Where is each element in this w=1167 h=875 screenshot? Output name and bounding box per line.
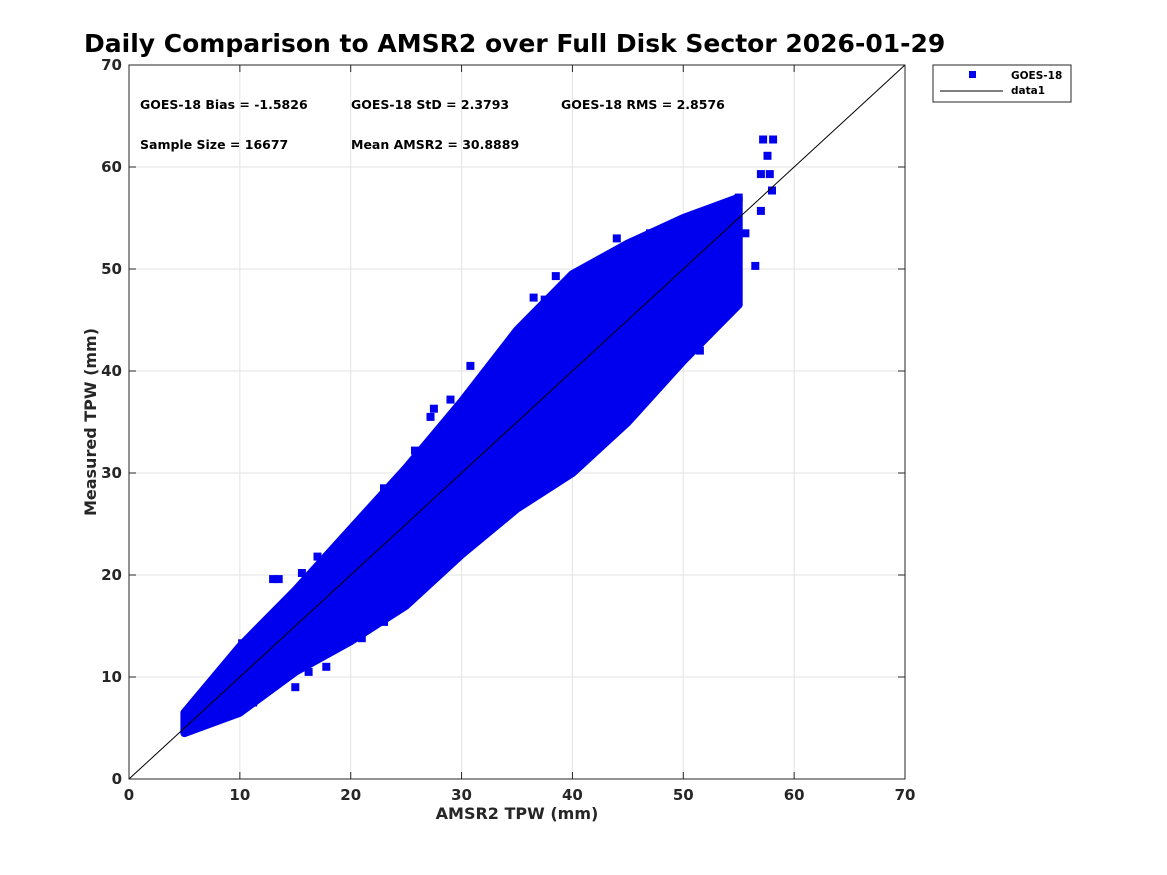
goes18-point [238, 639, 247, 648]
goes18-point [763, 151, 772, 160]
goes18-point [646, 229, 654, 238]
goes18-point [435, 540, 444, 549]
goes18-point [568, 433, 577, 442]
goes18-point [246, 688, 255, 697]
goes18-point [551, 272, 560, 281]
goes18-point [576, 316, 585, 324]
stat-std: GOES-18 StD = 2.3793 [351, 97, 509, 112]
goes18-point [357, 634, 366, 643]
y-axis-label: Measured TPW (mm) [81, 328, 100, 516]
goes18-point [274, 575, 283, 584]
goes18-point [751, 261, 760, 270]
goes18-point [297, 569, 306, 577]
goes18-point [734, 193, 743, 202]
goes18-point [765, 170, 774, 179]
x-tick-label: 30 [451, 786, 472, 804]
y-tick-label: 20 [101, 566, 122, 584]
legend-goes18-marker [969, 71, 976, 78]
goes18-point [712, 275, 721, 284]
legend-data1-label: data1 [1011, 85, 1045, 97]
goes18-point [741, 229, 750, 238]
goes18-point [192, 713, 201, 722]
x-axis-label: AMSR2 TPW (mm) [436, 804, 599, 823]
data1-identity-line [128, 64, 906, 780]
y-tick-label: 0 [112, 770, 122, 788]
goes18-point [405, 554, 414, 563]
goes18-point [426, 412, 435, 421]
plot-frame [128, 64, 906, 780]
goes18-point [244, 639, 253, 648]
x-tick-label: 60 [784, 786, 805, 804]
goes18-point [759, 135, 768, 144]
goes18-point [269, 675, 278, 683]
x-tick-label: 50 [673, 786, 694, 804]
legend: GOES-18 data1 [932, 64, 1072, 103]
goes18-point [557, 418, 566, 426]
legend-box [932, 64, 1072, 103]
goes18-point [524, 479, 533, 488]
goes18-point [429, 404, 438, 413]
goes18-point [296, 662, 305, 671]
goes18-point [396, 565, 405, 574]
goes18-point [466, 361, 475, 370]
x-tick-label: 0 [124, 786, 134, 804]
y-tick-label: 40 [101, 362, 122, 380]
goes18-point [723, 300, 732, 309]
goes18-point [249, 698, 258, 707]
goes18-point [529, 293, 538, 302]
goes18-point [623, 367, 632, 375]
goes18-point [540, 295, 549, 304]
goes18-point [313, 552, 322, 561]
y-tick-label: 10 [101, 668, 122, 686]
goes18-point [695, 346, 704, 355]
y-tick-label: 30 [101, 464, 122, 482]
goes18-point [304, 667, 313, 676]
goes18-point [269, 575, 278, 584]
goes18-point [612, 234, 621, 243]
goes18-point [446, 395, 455, 404]
goes18-point [380, 484, 388, 493]
goes18-point [188, 725, 197, 733]
goes18-point [684, 321, 693, 330]
chart-title: Daily Comparison to AMSR2 over Full Disk… [84, 29, 945, 58]
stat-mean-amsr2: Mean AMSR2 = 30.8889 [351, 137, 519, 152]
x-tick-labels: 0 10 20 30 40 50 60 70 [124, 786, 916, 804]
goes18-point [756, 206, 765, 215]
goes18-point [281, 605, 290, 614]
goes18-point [202, 718, 211, 727]
goes18-point [485, 489, 494, 498]
goes18-point [507, 458, 516, 467]
stat-bias: GOES-18 Bias = -1.5826 [140, 97, 308, 112]
y-tick-label: 70 [101, 56, 122, 74]
x-tick-label: 70 [895, 786, 916, 804]
axis-ticks [128, 64, 906, 780]
goes18-point [579, 402, 588, 411]
goes18-point [662, 356, 671, 365]
goes18-point [756, 170, 765, 179]
y-tick-labels: 0 10 20 30 40 50 60 70 [101, 56, 122, 788]
x-tick-label: 10 [229, 786, 250, 804]
goes18-point [291, 683, 300, 692]
y-tick-label: 50 [101, 260, 122, 278]
x-tick-label: 40 [562, 786, 583, 804]
goes18-point [380, 617, 388, 626]
goes18-point [335, 640, 344, 649]
goes18-point [769, 135, 778, 144]
goes18-point [182, 725, 191, 733]
goes18-point [768, 186, 776, 195]
stat-sample-size: Sample Size = 16677 [140, 137, 288, 152]
legend-goes18-label: GOES-18 [1011, 70, 1062, 82]
goes18-point [422, 545, 431, 554]
x-tick-label: 20 [340, 786, 361, 804]
goes18-point [601, 382, 610, 391]
goes18-points [182, 135, 778, 733]
y-tick-label: 60 [101, 158, 122, 176]
goes18-point [457, 530, 466, 539]
goes18-point [411, 446, 419, 455]
goes18-point [322, 662, 331, 671]
stat-rms: GOES-18 RMS = 2.8576 [561, 97, 725, 112]
goes18-point [231, 708, 240, 717]
